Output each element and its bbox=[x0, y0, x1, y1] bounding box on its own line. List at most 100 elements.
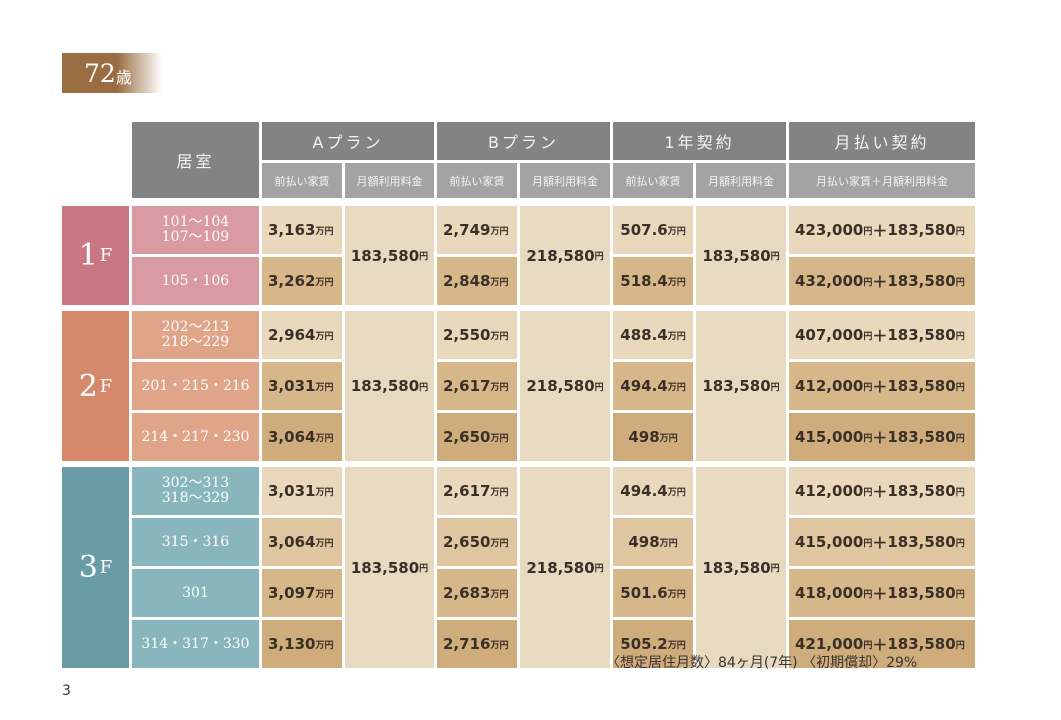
monthly-fee-y: 183,580 円 bbox=[696, 206, 786, 305]
value-number: 183,580 bbox=[350, 246, 420, 265]
value-number: 2,617 bbox=[443, 482, 491, 500]
value-unit: 万円 bbox=[315, 433, 334, 444]
value-unit: 円 bbox=[594, 252, 604, 262]
value-unit: 万円 bbox=[315, 589, 334, 600]
b-plan-prepaid-rent: 2,550 万円 bbox=[437, 311, 517, 359]
value-number: 488.4 bbox=[620, 326, 668, 344]
age-number: 72 bbox=[84, 58, 116, 88]
value-number: 218,580 bbox=[526, 558, 595, 577]
header-plan-0: Aプラン bbox=[262, 122, 434, 160]
monthly-fee-b: 218,580 円 bbox=[520, 206, 610, 305]
value-unit: 円 bbox=[863, 226, 873, 237]
value-number: 183,580 bbox=[702, 377, 771, 395]
a-plan-prepaid-rent: 3,031 万円 bbox=[262, 362, 342, 410]
value-number: 3,031 bbox=[268, 482, 316, 500]
value-unit: 円 bbox=[863, 382, 873, 393]
b-plan-prepaid-rent: 2,848 万円 bbox=[437, 257, 517, 305]
value-unit: 円 bbox=[770, 382, 780, 393]
value-number: 415,000 bbox=[795, 533, 864, 551]
monthly-contract-fee: 415,000 円 ＋ 183,580 円 bbox=[789, 518, 975, 566]
value-number: 412,000 bbox=[795, 482, 864, 500]
value-number: 498 bbox=[628, 533, 660, 551]
value-number: 2,650 bbox=[443, 428, 491, 446]
a-plan-prepaid-rent: 2,964 万円 bbox=[262, 311, 342, 359]
value-number: 183,580 bbox=[887, 272, 956, 290]
value-unit: 万円 bbox=[667, 382, 686, 393]
value-number: 498 bbox=[628, 428, 660, 446]
value-number: 494.4 bbox=[620, 377, 668, 395]
plus-sign: ＋ bbox=[872, 635, 888, 654]
monthly-fee-a: 183,580 円 bbox=[345, 206, 434, 305]
value-number: 505.2 bbox=[620, 635, 668, 653]
value-number: 183,580 bbox=[887, 377, 956, 395]
value-number: 183,580 bbox=[887, 482, 956, 500]
one-year-prepaid-rent: 498 万円 bbox=[613, 518, 693, 566]
room-numbers: 314・317・330 bbox=[132, 620, 259, 668]
value-unit: 万円 bbox=[490, 226, 509, 237]
a-plan-prepaid-rent: 3,130 万円 bbox=[262, 620, 342, 668]
value-unit: 円 bbox=[863, 538, 873, 549]
one-year-prepaid-rent: 507.6 万円 bbox=[613, 206, 693, 254]
header-subcol: 月額利用料金 bbox=[520, 163, 610, 198]
plus-sign: ＋ bbox=[872, 533, 888, 552]
value-unit: 円 bbox=[955, 277, 965, 288]
room-numbers: 201・215・216 bbox=[132, 362, 259, 410]
value-number: 183,580 bbox=[887, 635, 956, 653]
a-plan-prepaid-rent: 3,031 万円 bbox=[262, 467, 342, 515]
value-unit: 円 bbox=[419, 252, 429, 262]
value-unit: 万円 bbox=[490, 382, 509, 393]
value-number: 3,064 bbox=[268, 428, 316, 446]
value-number: 412,000 bbox=[795, 377, 864, 395]
header-plan-1: Bプラン bbox=[437, 122, 610, 160]
monthly-fee-a: 183,580 円 bbox=[345, 467, 434, 668]
b-plan-prepaid-rent: 2,650 万円 bbox=[437, 413, 517, 461]
value-number: 183,580 bbox=[887, 326, 956, 344]
value-unit: 万円 bbox=[667, 277, 686, 288]
value-number: 183,580 bbox=[702, 246, 771, 265]
value-unit: 円 bbox=[594, 564, 604, 574]
age-unit: 歳 bbox=[115, 68, 132, 87]
b-plan-prepaid-rent: 2,749 万円 bbox=[437, 206, 517, 254]
value-number: 518.4 bbox=[620, 272, 668, 290]
value-number: 3,262 bbox=[268, 272, 316, 290]
room-numbers: 214・217・230 bbox=[132, 413, 259, 461]
value-number: 2,964 bbox=[268, 326, 316, 344]
value-unit: 万円 bbox=[667, 589, 686, 600]
value-number: 407,000 bbox=[795, 326, 864, 344]
header-subcol: 前払い家賃 bbox=[437, 163, 517, 198]
value-unit: 万円 bbox=[315, 640, 334, 651]
header-subcol: 前払い家賃 bbox=[262, 163, 342, 198]
age-badge: 72 歳 bbox=[62, 53, 162, 93]
monthly-contract-fee: 418,000 円 ＋ 183,580 円 bbox=[789, 569, 975, 617]
room-numbers: 315・316 bbox=[132, 518, 259, 566]
value-unit: 万円 bbox=[490, 277, 509, 288]
one-year-prepaid-rent: 494.4 万円 bbox=[613, 467, 693, 515]
plus-sign: ＋ bbox=[872, 221, 888, 240]
footnote: 〈想定居住月数〉84ヶ月(7年) 〈初期償却〉29% bbox=[606, 655, 918, 671]
value-number: 183,580 bbox=[887, 584, 956, 602]
value-number: 2,550 bbox=[443, 326, 491, 344]
value-unit: 円 bbox=[863, 277, 873, 288]
value-unit: 円 bbox=[419, 382, 429, 393]
monthly-contract-fee: 415,000 円 ＋ 183,580 円 bbox=[789, 413, 975, 461]
value-unit: 万円 bbox=[315, 538, 334, 549]
value-unit: 万円 bbox=[667, 331, 686, 342]
monthly-fee-b: 218,580 円 bbox=[520, 467, 610, 668]
monthly-contract-fee: 423,000 円 ＋ 183,580 円 bbox=[789, 206, 975, 254]
one-year-prepaid-rent: 501.6 万円 bbox=[613, 569, 693, 617]
value-number: 2,749 bbox=[443, 221, 491, 239]
b-plan-prepaid-rent: 2,617 万円 bbox=[437, 362, 517, 410]
value-unit: 円 bbox=[955, 433, 965, 444]
value-unit: 円 bbox=[955, 331, 965, 342]
value-unit: 万円 bbox=[667, 640, 686, 651]
header-subcol: 月額利用料金 bbox=[345, 163, 434, 198]
b-plan-prepaid-rent: 2,683 万円 bbox=[437, 569, 517, 617]
value-unit: 円 bbox=[955, 538, 965, 549]
value-unit: 円 bbox=[955, 487, 965, 498]
value-number: 2,683 bbox=[443, 584, 491, 602]
value-number: 218,580 bbox=[526, 377, 595, 395]
value-unit: 万円 bbox=[659, 433, 678, 444]
plus-sign: ＋ bbox=[872, 584, 888, 603]
